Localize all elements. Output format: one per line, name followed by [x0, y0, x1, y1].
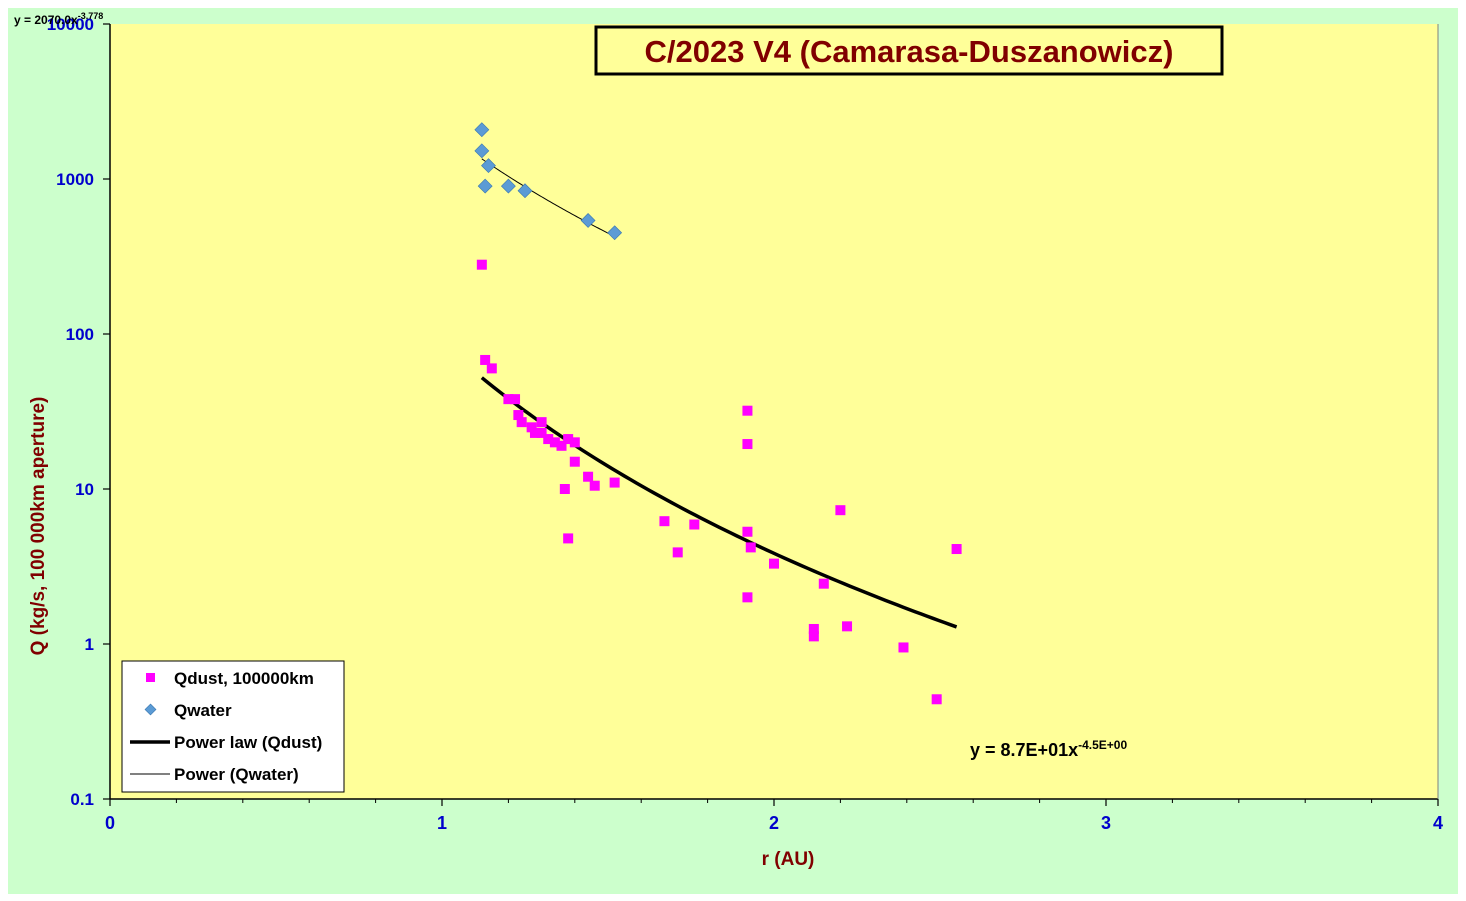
data-points-layer	[474, 122, 962, 705]
y-axis-label: Q (kg/s, 100 000km aperture)	[28, 397, 49, 656]
qwater-point	[474, 122, 490, 138]
qdust-fit-equation: y = 8.7E+01x-4.5E+00	[970, 738, 1127, 760]
qdust-point	[589, 480, 600, 491]
qdust-point	[510, 394, 521, 405]
qdust-point	[556, 440, 567, 451]
qdust-point	[769, 558, 779, 569]
qdust-point	[563, 434, 574, 445]
qdust-point	[549, 437, 560, 448]
qdust-point	[931, 694, 942, 705]
qdust-point	[486, 363, 497, 374]
legend-qwater-marker	[144, 703, 157, 716]
qdust-point	[526, 422, 537, 433]
qdust-point	[808, 623, 819, 634]
legend-qdust-fit-label: Power law (Qdust)	[174, 733, 322, 752]
legend-qwater-fit-label: Power (Qwater)	[174, 765, 299, 784]
qwater-point	[580, 213, 596, 228]
qdust-point	[742, 526, 753, 537]
qdust-point	[536, 417, 547, 428]
y-tick-label: 0.1	[70, 790, 94, 809]
x-tick-label: 1	[437, 813, 447, 833]
qwater-point	[481, 158, 496, 174]
legend-qwater-label: Qwater	[174, 701, 232, 720]
qdust-point	[563, 533, 574, 544]
qdust-point	[516, 417, 527, 428]
qdust-point	[808, 631, 819, 642]
qdust-point	[689, 519, 700, 530]
qwater-point	[517, 183, 533, 199]
x-axis-label: r (AU)	[762, 849, 815, 870]
qwater-fit-equation-exponent: -3.778	[78, 11, 104, 21]
qwater-point	[474, 143, 490, 159]
qdust-point	[476, 259, 487, 270]
y-tick-label: 10000	[47, 15, 94, 34]
legend-box	[121, 660, 345, 793]
qdust-point	[569, 456, 580, 467]
y-tick-label: 1	[85, 635, 94, 654]
qdust-point	[672, 547, 683, 558]
qdust-point	[742, 405, 753, 416]
qdust-point	[559, 484, 570, 494]
qdust-point	[569, 437, 580, 448]
qwater-point	[607, 225, 623, 241]
qdust-fit-line	[480, 376, 958, 629]
qdust-point	[742, 592, 753, 603]
qdust-point	[536, 427, 547, 438]
x-tick-label: 0	[105, 813, 115, 833]
qdust-point	[513, 410, 524, 421]
y-tick-label: 10	[75, 480, 94, 499]
qwater-fit-equation: y = 2070.0x-3.778	[14, 11, 103, 27]
y-tick-label: 100	[66, 325, 94, 344]
qdust-point	[818, 578, 829, 589]
qwater-point	[500, 178, 516, 194]
qdust-point	[898, 642, 909, 653]
qdust-point	[529, 427, 540, 438]
qdust-point	[745, 542, 756, 553]
qdust-point	[543, 434, 554, 445]
qwater-point	[477, 178, 493, 194]
qdust-point	[742, 439, 753, 450]
qdust-point	[842, 621, 853, 632]
qdust-fit-equation-base: y = 8.7E+01x	[970, 740, 1078, 760]
qdust-point	[659, 516, 670, 527]
qwater-fit-line	[481, 158, 615, 237]
qdust-point	[609, 477, 620, 488]
x-tick-label: 4	[1433, 813, 1443, 833]
legend-qdust-marker	[146, 673, 155, 682]
chart-title: C/2023 V4 (Camarasa-Duszanowicz)	[645, 34, 1174, 69]
qdust-point	[951, 544, 962, 555]
qdust-point	[480, 354, 491, 365]
y-tick-label: 1000	[56, 170, 94, 189]
qwater-fit-equation-base: y = 2070.0x	[14, 13, 78, 27]
x-tick-label: 2	[769, 813, 779, 833]
qdust-point	[835, 505, 846, 516]
legend: Qdust, 100000km Qwater Power law (Qdust)…	[121, 660, 345, 793]
x-tick-label: 3	[1101, 813, 1111, 833]
title-box	[594, 25, 1224, 76]
qdust-fit-equation-exponent: -4.5E+00	[1078, 738, 1127, 752]
qdust-point	[583, 471, 594, 482]
legend-qdust-label: Qdust, 100000km	[174, 669, 314, 688]
ticks-layer: 0 1 2 3 4 0.1 1 10 100 1000 10000	[47, 15, 1443, 833]
fit-lines-layer	[480, 158, 958, 629]
qdust-point	[503, 394, 514, 405]
